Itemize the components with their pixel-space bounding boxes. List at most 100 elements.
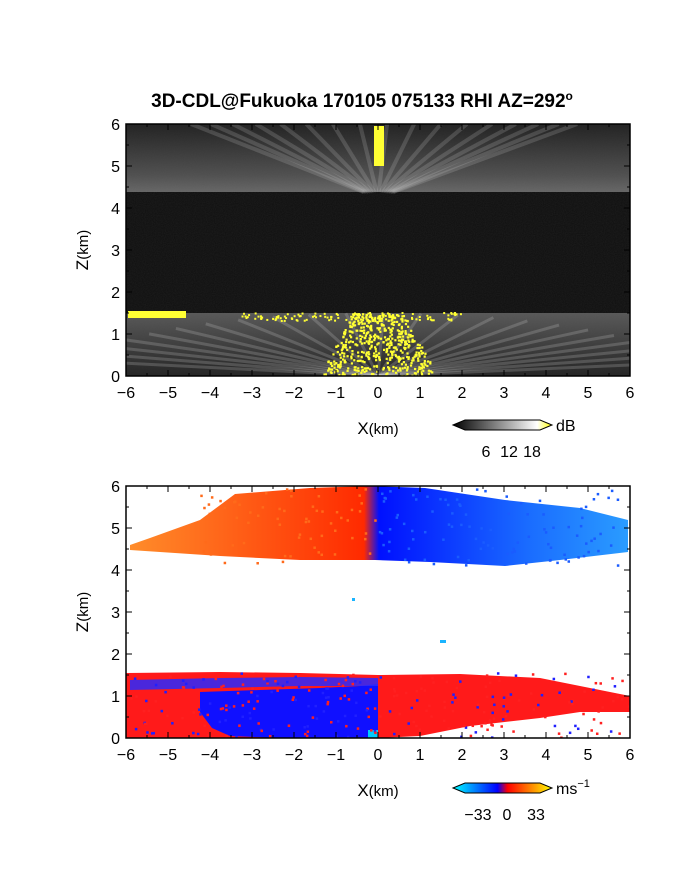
strong-echo-pixel [378,315,381,318]
strong-echo-pixel [424,352,427,355]
strong-echo-pixel [395,320,399,324]
strong-echo-pixel [387,338,390,341]
strong-echo-pixel [407,356,410,359]
strong-echo-pixel [381,314,385,317]
strong-echo-pixel [379,330,382,333]
velocity-pixel [365,691,368,695]
velocity-pixel [206,713,210,717]
velocity-pixel [135,695,138,698]
strong-echo-pixel [411,313,414,316]
strong-echo-pixel [397,343,400,346]
velocity-pixel [306,725,309,728]
x-tick-label: 4 [542,747,551,764]
velocity-pixel [484,722,487,725]
velocity-pixel [592,718,596,721]
velocity-pixel [563,553,566,557]
strong-echo-pixel [404,319,407,322]
velocity-pixel [336,720,340,723]
strong-echo-pixel [450,312,453,315]
cloud-ray [231,124,368,194]
velocity-pixel [418,728,422,731]
velocity-pixel [576,727,580,731]
velocity-pixel [392,687,396,691]
beam-ray [377,328,589,376]
strong-echo-pixel [405,369,409,372]
strong-echo-pixel [399,369,402,372]
reflectivity-field [126,124,630,376]
strong-echo-pixel [385,357,388,360]
velocity-pixel [423,689,427,692]
strong-echo-pixel [339,363,342,366]
velocity-pixel [358,681,362,684]
velocity-pixel [380,531,384,535]
strong-echo-pixel [386,366,390,369]
strong-echo-pixel [420,367,423,370]
beam-ray [377,334,615,376]
velocity-pixel [290,495,293,498]
velocity-pixel [580,507,583,511]
strong-echo-pixel [454,312,457,315]
strong-echo-pixel [360,318,363,321]
velocity-pixel [594,681,598,685]
velocity-pixel [498,679,501,683]
strong-echo-pixel [370,344,373,347]
velocity-pixel [143,722,147,726]
colorbar-reflectivity: dB 6 12 18 [451,418,576,461]
velocity-pixel [358,494,361,497]
strong-echo-pixel [369,347,372,350]
strong-echo-pixel [342,355,346,358]
strong-echo-pixel [377,328,381,331]
velocity-pixel [446,503,450,507]
strong-echo-pixel [401,320,404,323]
strong-echo-pixel [391,318,394,321]
strong-echo-pixel [381,312,384,315]
strong-echo-pixel [361,369,365,372]
strong-echo-pixel [323,373,326,376]
strong-echo-pixel [416,370,420,373]
velocity-pixel [504,714,508,718]
beam-ray [377,356,630,376]
colorbar-tick-label: 0 [503,807,512,824]
strong-echo-pixel [254,312,257,315]
strong-echo-pixel [388,313,391,316]
velocity-pixel [587,550,590,554]
velocity-pixel [519,501,523,505]
velocity-pixel [334,529,337,532]
strong-echo-pixel [389,340,392,343]
velocity-pixel [392,676,396,680]
strong-echo-pixel [374,316,377,319]
velocity-pixel [599,532,602,536]
strong-echo-pixel [421,351,424,355]
velocity-pixel [621,679,624,683]
velocity-pixel [204,541,208,544]
velocity-pixel [219,499,222,503]
strong-echo-pixel [423,362,426,365]
velocity-pixel [491,695,495,699]
velocity-pixel [354,680,357,683]
cloud-ray [357,124,379,193]
isolated-echo-1 [352,598,355,601]
velocity-pixel [451,709,455,713]
velocity-pixel [289,489,293,492]
strong-echo-pixel [406,367,409,371]
strong-echo-pixel [349,325,352,329]
strong-echo-pixel [373,352,376,355]
velocity-pixel [199,713,202,716]
y-tick-label: 2 [111,285,120,302]
strong-echo-pixel [398,323,401,326]
x-tick-label: 0 [374,747,383,764]
velocity-pixel [474,731,478,734]
velocity-pixel [322,710,326,713]
strong-echo-pixel [448,318,451,321]
strong-echo-pixel [377,337,380,340]
velocity-pixel [235,516,239,520]
strong-echo-pixel [311,315,314,318]
velocity-pixel [505,495,508,498]
strong-echo-pixel [387,353,390,356]
strong-echo-pixel [396,369,400,372]
velocity-pixel [202,678,205,681]
velocity-pixel [252,707,256,710]
strong-echo-pixel [355,369,358,372]
velocity-pixel [325,687,328,690]
velocity-pixel [611,677,614,680]
